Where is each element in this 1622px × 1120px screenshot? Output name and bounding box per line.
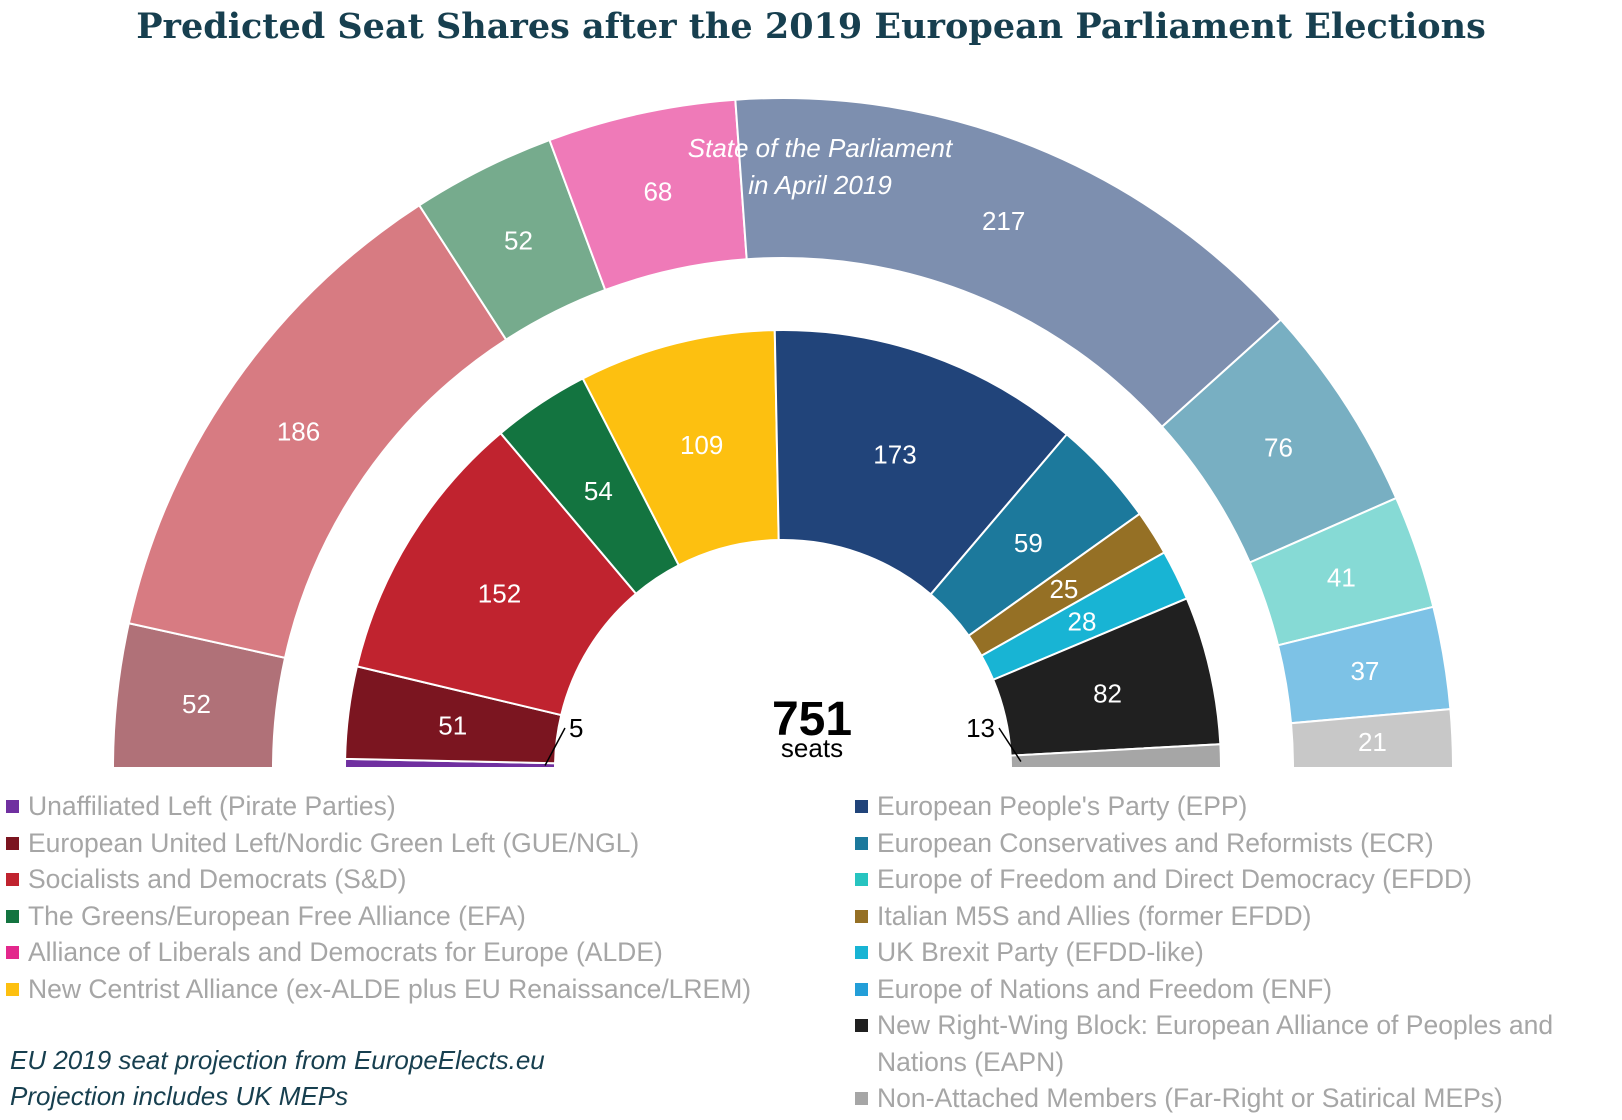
inner-ring-value-label-5: 109 [680, 430, 723, 460]
total-seats-value: 751 [772, 693, 852, 746]
inner-ring [343, 329, 1223, 769]
inner-ring-value-label-7: 59 [1014, 528, 1043, 558]
legend-item: New Right-Wing Block: European Alliance … [855, 1007, 1615, 1080]
legend-swatch [6, 800, 19, 813]
inner-ring-value-label-10: 82 [1093, 678, 1122, 708]
legend-swatch [855, 836, 868, 850]
outer-ring-value-label-5: 217 [982, 206, 1025, 236]
legend-item: European People's Party (EPP) [855, 788, 1615, 825]
legend-item: Europe of Nations and Freedom (ENF) [855, 971, 1615, 1008]
source-line-2: Projection includes UK MEPs [10, 1081, 349, 1111]
legend-swatch [855, 982, 868, 996]
outer-ring-value-label-9: 21 [1358, 727, 1387, 757]
legend-item: European United Left/Nordic Green Left (… [6, 825, 826, 862]
legend-item: UK Brexit Party (EFDD-like) [855, 934, 1615, 971]
legend-swatch [855, 1019, 868, 1032]
chart-title: Predicted Seat Shares after the 2019 Eur… [136, 6, 1486, 47]
legend-label: European United Left/Nordic Green Left (… [28, 827, 640, 858]
legend-swatch [6, 836, 19, 850]
legend-swatch [855, 946, 868, 959]
outer-ring-slice-9 [1289, 708, 1455, 769]
legend-swatch [6, 873, 19, 886]
inner-ring-value-label-11: 13 [966, 713, 995, 743]
legend-item: Socialists and Democrats (S&D) [6, 861, 826, 898]
legend-label: European Conservatives and Reformists (E… [877, 827, 1434, 858]
legend-item: Alliance of Liberals and Democrats for E… [6, 934, 826, 971]
inner-ring-value-label-4: 54 [584, 476, 613, 506]
legend-item: European Conservatives and Reformists (E… [855, 825, 1615, 862]
inner-ring-value-label-2: 51 [438, 711, 467, 741]
inner-ring-value-label-6: 173 [873, 439, 916, 469]
inner-ring-leader-line-11 [998, 727, 1022, 762]
source-line-1: EU 2019 seat projection from EuropeElect… [10, 1045, 545, 1075]
outer-ring [111, 97, 1455, 769]
legend-swatch [855, 800, 868, 813]
inner-ring-slice-11 [1009, 743, 1223, 769]
inner-ring-value-label-9: 28 [1068, 606, 1097, 636]
outer-ring-value-label-6: 76 [1264, 433, 1293, 463]
outer-ring-value-label-3: 52 [504, 226, 533, 256]
legend-right-column: European People's Party (EPP) European Co… [855, 788, 1615, 1117]
legend-label: Socialists and Democrats (S&D) [28, 864, 407, 894]
legend-item: Non-Attached Members (Far-Right or Satir… [855, 1080, 1615, 1117]
legend-label: Italian M5S and Allies (former EFDD) [877, 900, 1312, 931]
legend-label: New Centrist Alliance (ex-ALDE plus EU R… [28, 973, 752, 1004]
legend-label: New Right-Wing Block: European Alliance … [877, 1010, 1554, 1077]
legend-label: Non-Attached Members (Far-Right or Satir… [877, 1083, 1503, 1113]
legend-item: The Greens/European Free Alliance (EFA) [6, 898, 826, 935]
legend-label: UK Brexit Party (EFDD-like) [877, 937, 1204, 967]
legend-swatch [6, 946, 19, 959]
legend-swatch [6, 909, 19, 923]
inner-ring-value-label-3: 152 [478, 578, 521, 608]
legend-swatch [855, 873, 868, 886]
inner-ring-value-label-8: 25 [1049, 574, 1078, 604]
legend-swatch [855, 909, 868, 923]
legend-left-column: Unaffiliated Left (Pirate Parties) Europe… [6, 788, 826, 1007]
outer-ring-value-label-2: 186 [277, 416, 320, 446]
legend-swatch [6, 982, 19, 996]
legend-swatch [855, 1092, 868, 1105]
total-seats-unit: seats [781, 733, 843, 763]
outer-ring-value-label-8: 37 [1350, 656, 1379, 686]
inner-ring-value-label-1: 5 [569, 713, 583, 743]
outer-ring-note-line-2: in April 2019 [748, 170, 892, 200]
legend-item: Europe of Freedom and Direct Democracy (… [855, 861, 1615, 898]
legend-label: European People's Party (EPP) [877, 791, 1248, 821]
inner-ring-leader-line-1 [544, 727, 566, 766]
outer-ring-value-label-1: 52 [182, 689, 211, 719]
legend-label: Europe of Nations and Freedom (ENF) [877, 973, 1333, 1004]
outer-ring-note-line-1: State of the Parliament [688, 133, 954, 163]
outer-ring-value-label-4: 68 [643, 176, 672, 206]
hemicycle-chart: 52 186 52 68 217 76 41 37 21 5 51 152 54 109 173 592528… [111, 97, 1455, 769]
legend-item: Italian M5S and Allies (former EFDD) [855, 898, 1615, 935]
legend-label: Unaffiliated Left (Pirate Parties) [28, 791, 396, 821]
legend-item: New Centrist Alliance (ex-ALDE plus EU R… [6, 971, 826, 1008]
legend-label: Europe of Freedom and Direct Democracy (… [877, 864, 1472, 894]
legend-label: The Greens/European Free Alliance (EFA) [28, 900, 526, 931]
inner-ring-slice-6 [773, 329, 1069, 596]
source-note: EU 2019 seat projection from EuropeElect… [10, 1042, 545, 1114]
legend-item: Unaffiliated Left (Pirate Parties) [6, 788, 826, 825]
legend-label: Alliance of Liberals and Democrats for E… [28, 937, 663, 967]
outer-ring-value-label-7: 41 [1327, 562, 1356, 592]
slice-labels: 52 186 52 68 217 76 41 37 21 5 51 152 54 109 173 592528… [182, 176, 1387, 766]
